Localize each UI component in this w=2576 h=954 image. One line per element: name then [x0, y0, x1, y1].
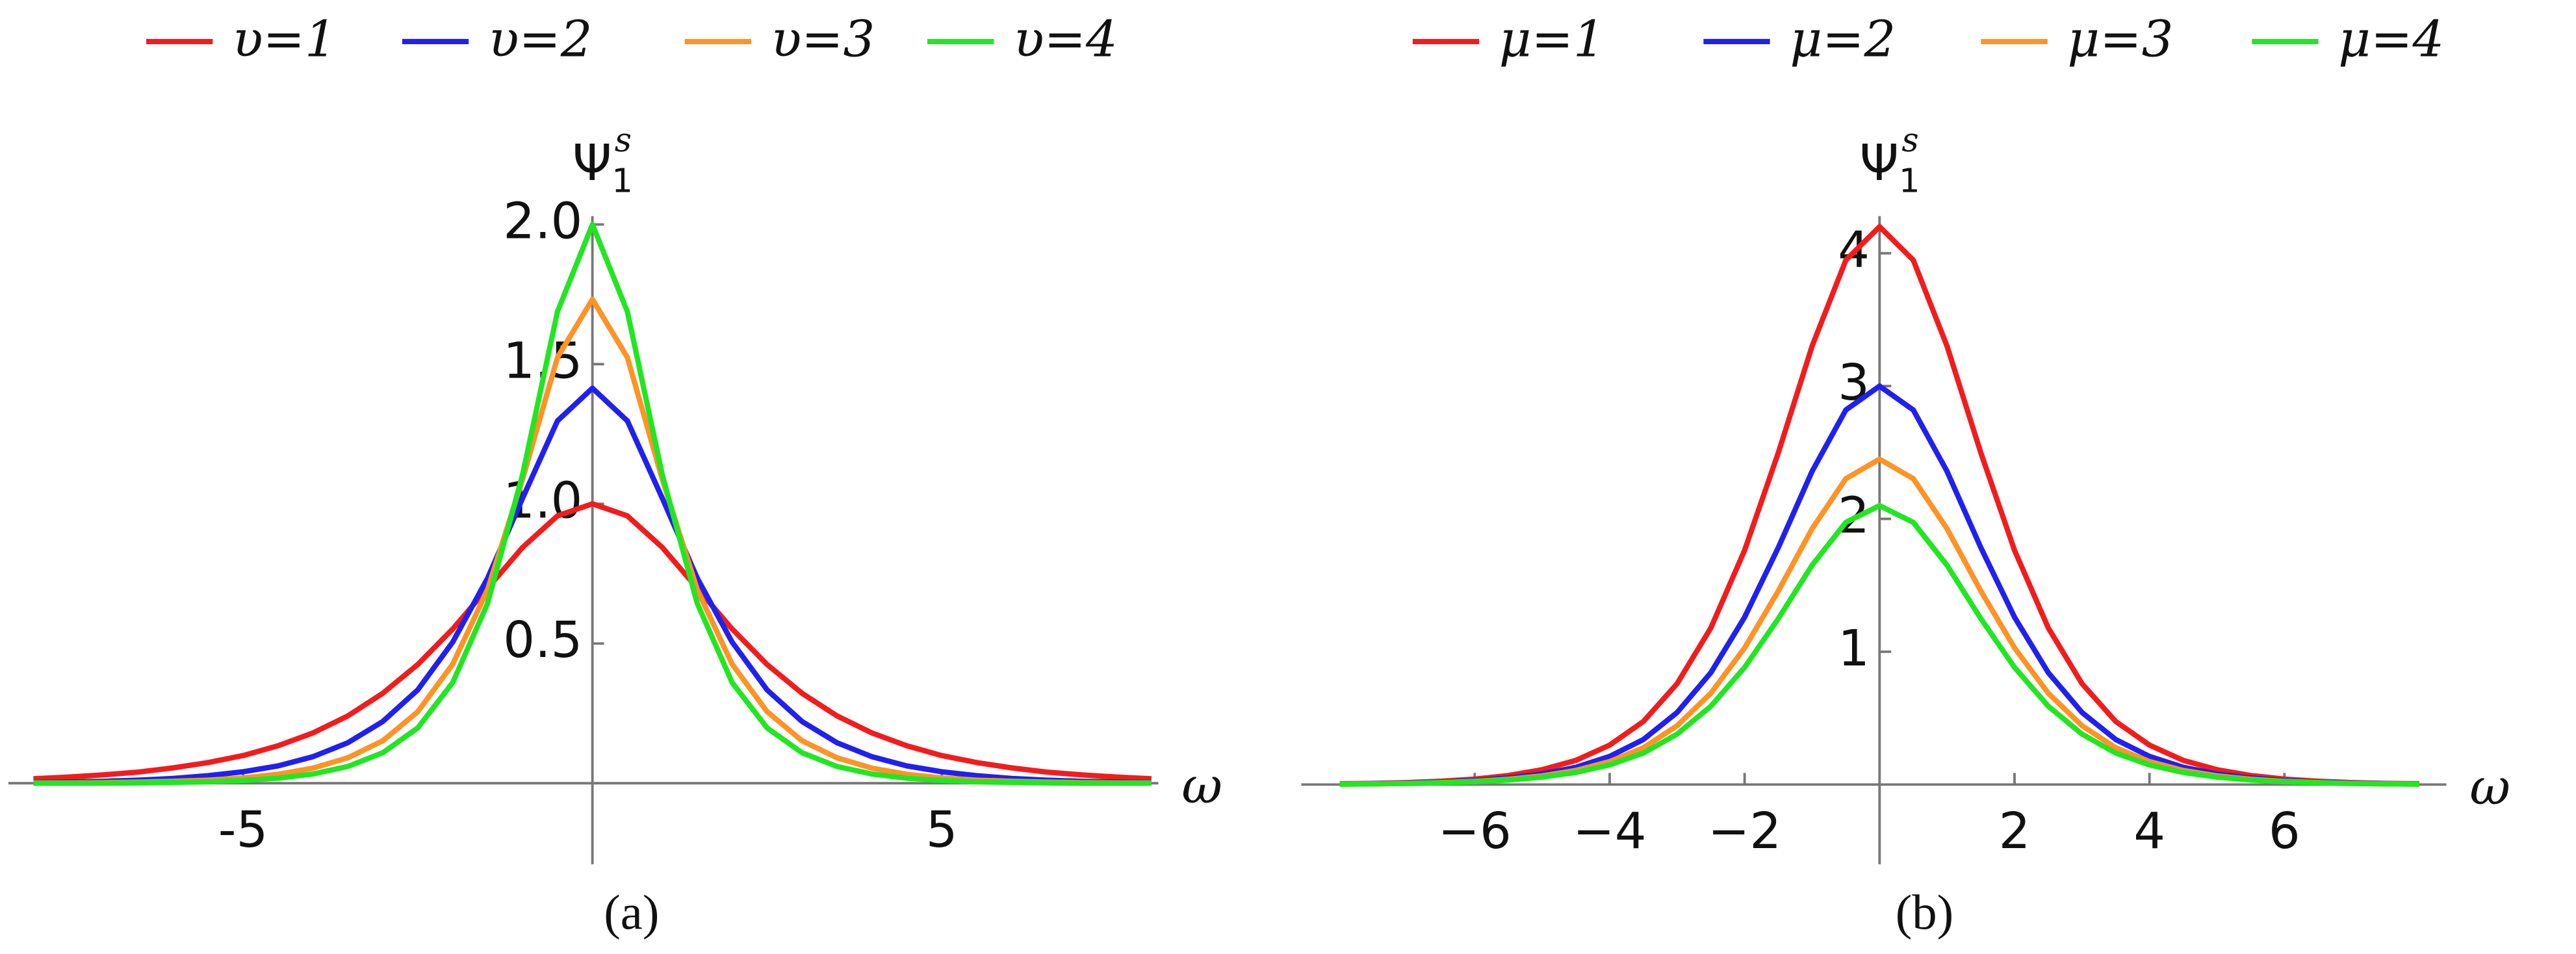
x-tick-label: −6	[1438, 803, 1512, 860]
x-tick-label: 6	[2269, 803, 2300, 860]
y-tick-label: 1	[1838, 620, 1870, 678]
legend-label: υ=4	[1014, 11, 1118, 69]
y-label-base: Ψ	[573, 135, 612, 192]
x-tick-label: −4	[1573, 803, 1646, 860]
y-label-sup: s	[1901, 122, 1918, 160]
legend-label: μ=1	[1499, 11, 1605, 69]
y-label-base: Ψ	[1860, 135, 1899, 192]
y-label-sup: s	[615, 122, 632, 160]
legend-label: υ=2	[489, 11, 593, 69]
legend-label: μ=4	[2338, 11, 2444, 69]
curve	[33, 385, 1152, 786]
x-tick-label: 4	[2133, 803, 2165, 860]
legend-label: μ=3	[2067, 11, 2173, 69]
y-label-sub: 1	[612, 162, 633, 200]
y-tick-label: 2.0	[503, 192, 582, 250]
legend-label: υ=3	[771, 11, 875, 69]
y-axis-label: Ψ1s	[573, 122, 633, 200]
y-label-sub: 1	[1899, 162, 1920, 200]
x-tick-label: 5	[926, 801, 958, 859]
x-axis-label: ω	[2469, 758, 2510, 816]
y-tick-label: 0.5	[503, 612, 582, 669]
curve	[33, 222, 1152, 786]
caption: (a)	[604, 884, 659, 940]
y-axis-label: Ψ1s	[1860, 122, 1920, 200]
x-tick-label: 2	[1999, 803, 2031, 860]
x-axis-label: ω	[1181, 757, 1222, 815]
curve	[33, 501, 1152, 782]
legend-label: μ=2	[1790, 11, 1896, 69]
caption: (b)	[1896, 884, 1953, 940]
curve	[1339, 224, 2420, 787]
x-tick-label: −2	[1708, 803, 1781, 860]
x-tick-label: -5	[218, 801, 268, 859]
curve	[1339, 502, 2420, 787]
legend-label: υ=1	[233, 11, 337, 69]
